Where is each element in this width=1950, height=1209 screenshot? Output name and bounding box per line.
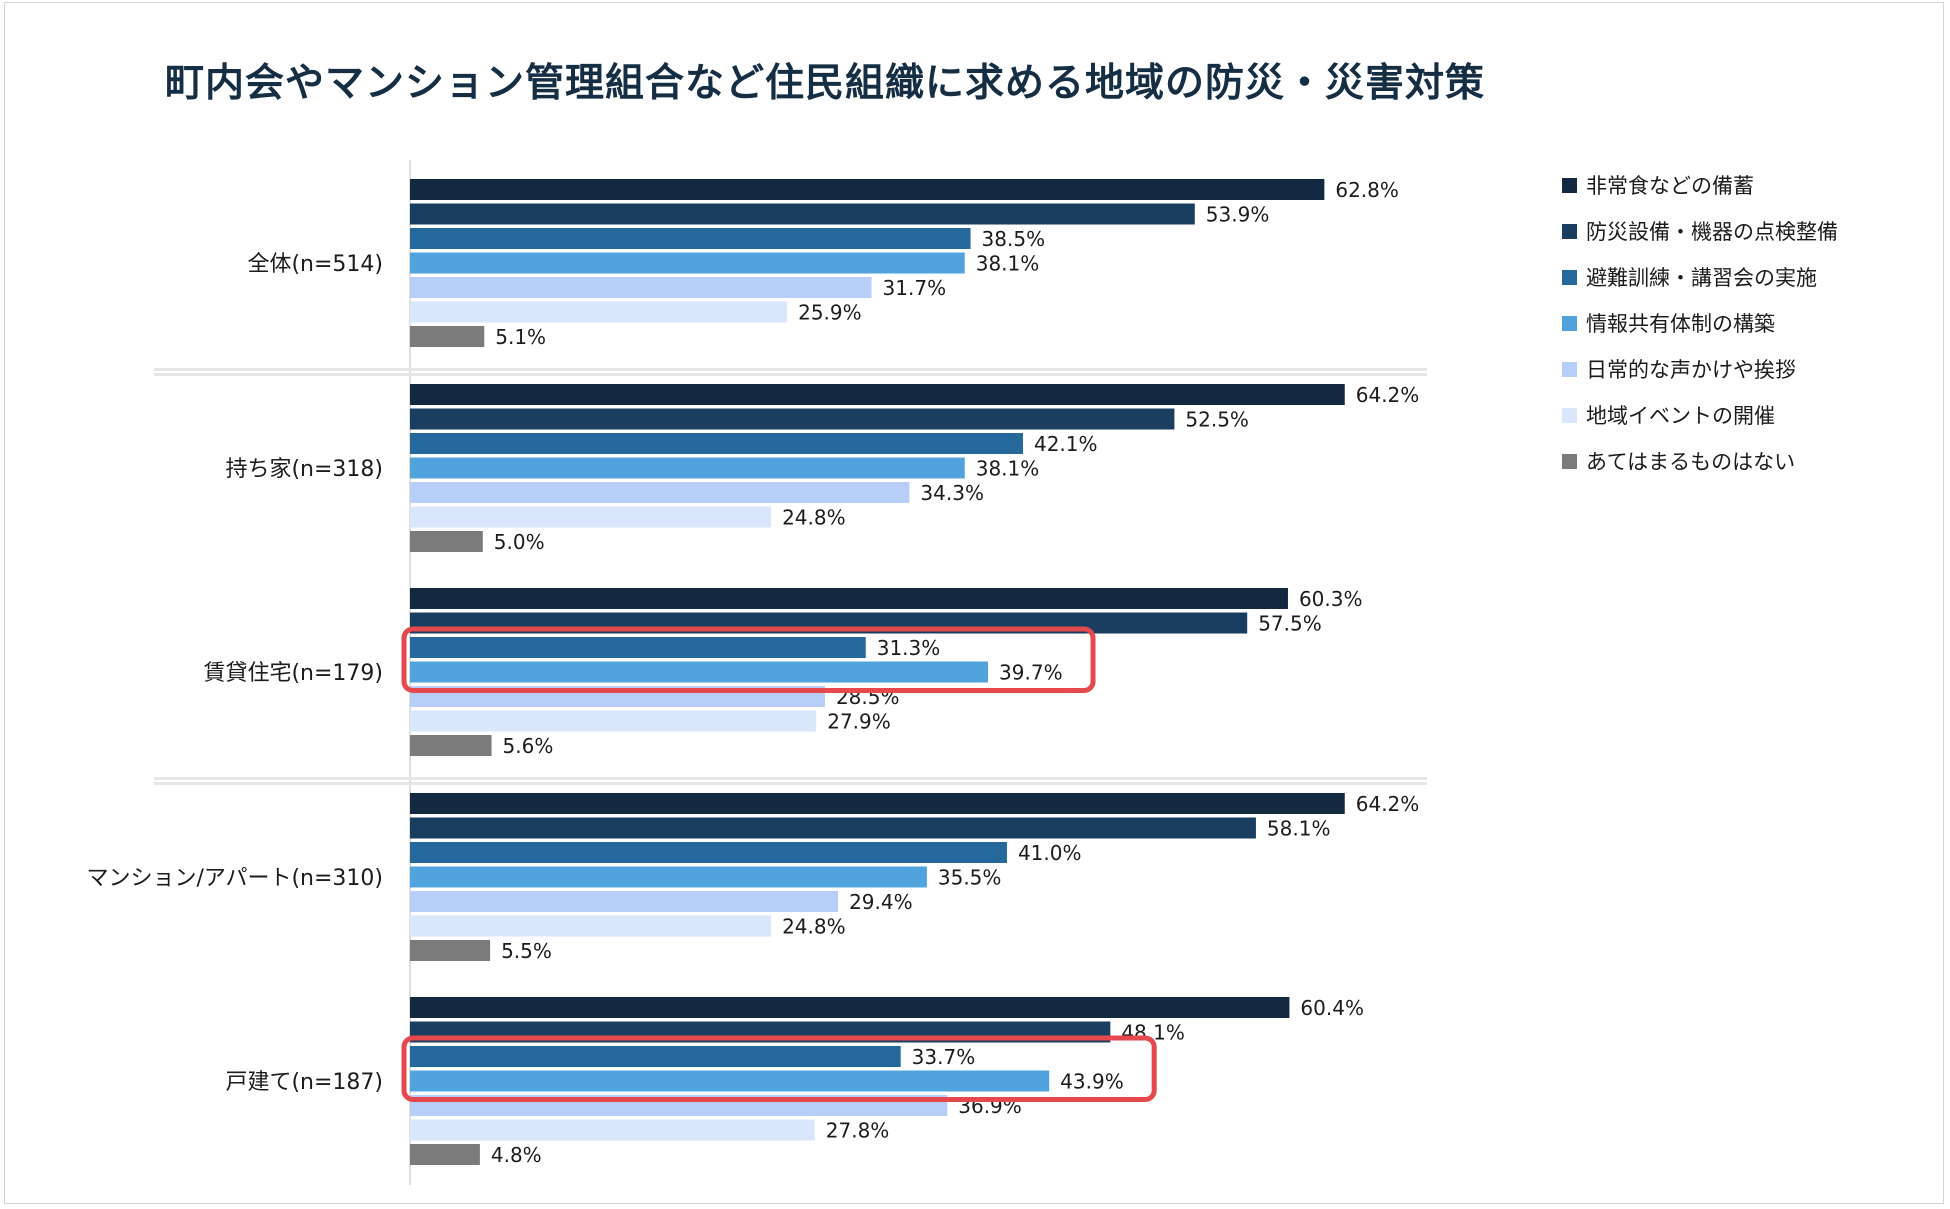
legend-item: 非常食などの備蓄 bbox=[1562, 162, 1838, 208]
highlight-box bbox=[401, 1035, 1157, 1102]
chart-title: 町内会やマンション管理組合など住民組織に求める地域の防災・災害対策 bbox=[164, 61, 1485, 106]
data-label: 62.8% bbox=[1335, 178, 1399, 202]
group-separator bbox=[154, 777, 1427, 780]
data-label: 5.1% bbox=[495, 325, 546, 349]
bar bbox=[410, 842, 1007, 863]
bar bbox=[410, 228, 971, 249]
bar bbox=[410, 433, 1023, 454]
category-label: 賃貸住宅(n=179) bbox=[203, 661, 383, 686]
legend-item: 情報共有体制の構築 bbox=[1562, 300, 1838, 346]
legend-label: 避難訓練・講習会の実施 bbox=[1586, 266, 1817, 290]
highlight-box bbox=[401, 626, 1096, 693]
data-label: 27.8% bbox=[826, 1119, 890, 1143]
bar bbox=[410, 866, 927, 888]
data-label: 24.8% bbox=[782, 915, 846, 939]
data-label: 41.0% bbox=[1018, 841, 1082, 865]
legend-swatch bbox=[1562, 223, 1577, 239]
bar bbox=[410, 252, 965, 274]
legend-label: 防災設備・機器の点検整備 bbox=[1586, 220, 1838, 244]
data-label: 31.3% bbox=[877, 636, 941, 660]
bar bbox=[410, 531, 483, 552]
bar bbox=[410, 997, 1290, 1018]
bar bbox=[410, 661, 989, 683]
legend-label: 地域イベントの開催 bbox=[1586, 404, 1775, 428]
bar bbox=[410, 301, 788, 323]
data-label: 5.6% bbox=[503, 734, 554, 758]
data-label: 64.2% bbox=[1356, 792, 1420, 816]
chart-legend: 非常食などの備蓄防災設備・機器の点検整備 避難訓練・講習会の実施 情報共有体制の構築… bbox=[1562, 162, 1838, 484]
bar bbox=[410, 203, 1195, 225]
bar bbox=[410, 277, 872, 298]
bar bbox=[410, 457, 965, 479]
data-label: 53.9% bbox=[1206, 203, 1270, 227]
group-separator bbox=[154, 782, 1427, 785]
data-label: 38.5% bbox=[982, 227, 1046, 251]
legend-label: 非常食などの備蓄 bbox=[1586, 174, 1754, 198]
legend-swatch bbox=[1562, 177, 1577, 193]
bar bbox=[410, 940, 491, 961]
data-label: 38.1% bbox=[976, 252, 1040, 276]
bar bbox=[410, 915, 772, 937]
bar bbox=[410, 817, 1256, 839]
legend-item: あてはまるものはない bbox=[1562, 438, 1838, 484]
data-label: 64.2% bbox=[1356, 383, 1420, 407]
data-label: 39.7% bbox=[999, 661, 1063, 685]
data-label: 60.4% bbox=[1300, 996, 1364, 1020]
data-label: 29.4% bbox=[849, 890, 913, 914]
legend-swatch bbox=[1562, 453, 1577, 469]
data-label: 57.5% bbox=[1258, 612, 1322, 636]
data-label: 34.3% bbox=[920, 481, 984, 505]
bar bbox=[410, 637, 866, 658]
category-label: 戸建て(n=187) bbox=[225, 1070, 383, 1095]
bar bbox=[410, 482, 910, 503]
legend-item: 避難訓練・講習会の実施 bbox=[1562, 254, 1838, 300]
bar bbox=[410, 710, 817, 732]
group-separator bbox=[154, 368, 1427, 371]
bar bbox=[410, 506, 772, 528]
data-label: 25.9% bbox=[798, 301, 862, 325]
data-label: 31.7% bbox=[883, 276, 947, 300]
data-label: 27.9% bbox=[827, 710, 891, 734]
bar bbox=[410, 735, 492, 756]
data-label: 5.0% bbox=[494, 530, 545, 554]
data-label: 24.8% bbox=[782, 506, 846, 530]
data-label: 58.1% bbox=[1267, 817, 1331, 841]
data-label: 35.5% bbox=[938, 866, 1002, 890]
data-label: 4.8% bbox=[491, 1143, 542, 1167]
bar bbox=[410, 179, 1325, 200]
legend-item: 地域イベントの開催 bbox=[1562, 392, 1838, 438]
legend-item: 日常的な声かけや挨拶 bbox=[1562, 346, 1838, 392]
bar bbox=[410, 588, 1288, 609]
data-label: 43.9% bbox=[1060, 1070, 1124, 1094]
bar bbox=[410, 1046, 901, 1067]
legend-swatch bbox=[1562, 407, 1577, 423]
category-label: 持ち家(n=318) bbox=[225, 457, 383, 482]
legend-item: 防災設備・機器の点検整備 bbox=[1562, 208, 1838, 254]
legend-swatch bbox=[1562, 269, 1577, 285]
category-label: マンション/アパート(n=310) bbox=[86, 866, 383, 891]
legend-label: 日常的な声かけや挨拶 bbox=[1586, 358, 1796, 382]
category-label: 全体(n=514) bbox=[247, 252, 383, 277]
legend-swatch bbox=[1562, 361, 1577, 377]
bar bbox=[410, 384, 1345, 405]
bar bbox=[410, 891, 839, 912]
data-label: 42.1% bbox=[1034, 432, 1098, 456]
data-label: 52.5% bbox=[1185, 408, 1249, 432]
bar bbox=[410, 1144, 480, 1165]
data-label: 33.7% bbox=[912, 1045, 976, 1069]
bar bbox=[410, 326, 485, 347]
legend-swatch bbox=[1562, 315, 1577, 331]
legend-label: 情報共有体制の構築 bbox=[1586, 312, 1775, 336]
bar bbox=[410, 1070, 1050, 1092]
data-label: 5.5% bbox=[501, 939, 552, 963]
legend-label: あてはまるものはない bbox=[1586, 450, 1796, 474]
data-label: 38.1% bbox=[976, 457, 1040, 481]
bar bbox=[410, 1119, 815, 1141]
group-separator bbox=[154, 373, 1427, 376]
bar bbox=[410, 793, 1345, 814]
bar bbox=[410, 408, 1175, 430]
data-label: 60.3% bbox=[1299, 587, 1363, 611]
chart-frame bbox=[4, 2, 1944, 1204]
